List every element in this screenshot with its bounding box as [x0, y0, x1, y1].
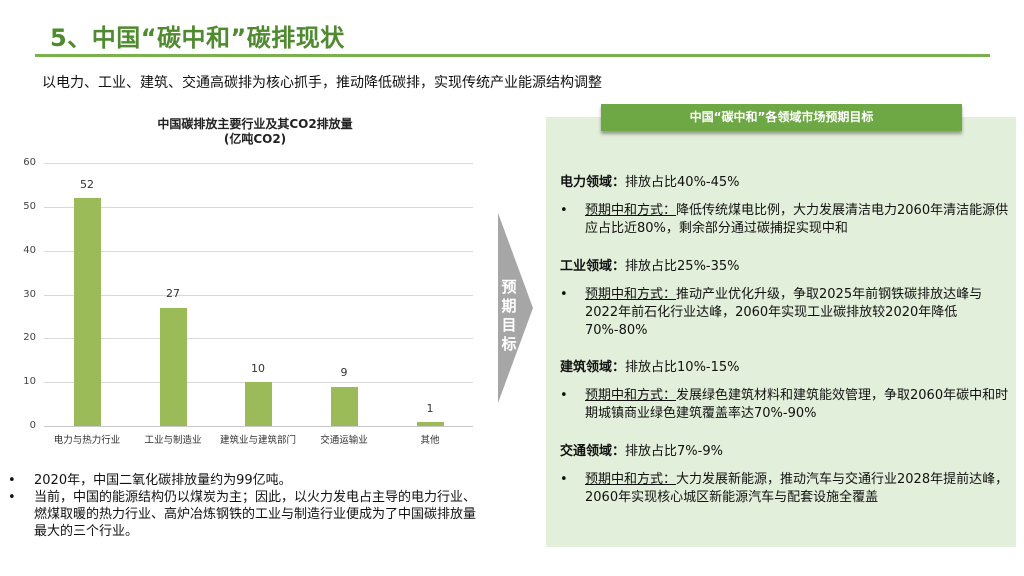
sector-heading: 交通领域：排放占比7%-9% [560, 443, 1010, 461]
sector-colon: ： [612, 444, 626, 459]
y-tick: 20 [23, 332, 36, 343]
bar-other [417, 422, 444, 426]
sector-colon: ： [612, 259, 626, 274]
arrow-char: 标 [501, 335, 517, 353]
bar-value-label: 27 [166, 287, 180, 300]
y-tick: 0 [29, 420, 36, 431]
bar-value-label: 1 [426, 402, 434, 415]
method-label: 预期中和方式： [585, 472, 677, 487]
arrow-char: 预 [501, 278, 517, 296]
y-tick: 10 [23, 376, 36, 387]
title-divider [35, 54, 990, 57]
sector-name: 建筑领域 [560, 360, 613, 375]
x-axis-line [44, 426, 473, 427]
bullet-icon: • [8, 490, 16, 505]
arrow-char: 目 [501, 316, 517, 334]
bullet-icon: • [560, 287, 568, 302]
notes-list: • 2020年，中国二氧化碳排放量约为99亿吨。 • 当前，中国的能源结构仍以煤… [8, 472, 488, 540]
sector-share: 排放占比25%-35% [625, 259, 740, 274]
bar-power-heat [74, 198, 101, 426]
sector-method: • 预期中和方式：降低传统煤电比例，大力发展清洁电力2060年清洁能源供应占比近8… [560, 202, 1010, 238]
method-text: 发展绿色建筑材料和建筑能效管理，争取2060年碳中和时期城镇商业绿色建筑覆盖率达… [585, 388, 1009, 421]
sector-building: 建筑领域：排放占比10%-15% • 预期中和方式：发展绿色建筑材料和建筑能效管理… [560, 359, 1010, 423]
sector-power: 电力领域：排放占比40%-45% • 预期中和方式：降低传统煤电比例，大力发展清洁… [560, 174, 1010, 238]
sector-transport: 交通领域：排放占比7%-9% • 预期中和方式：大力发展新能源，推动汽车与交通行业… [560, 443, 1010, 507]
bullet-icon: • [560, 472, 568, 487]
bar-industry [160, 308, 187, 426]
chevron-arrow-icon [498, 213, 533, 403]
gridline [44, 207, 473, 208]
note-item: • 当前，中国的能源结构仍以煤炭为主；因此，以火力发电占主导的电力行业、燃煤取暖… [8, 489, 488, 540]
method-text: 降低传统煤电比例，大力发展清洁电力2060年清洁能源供应占比近80%，剩余部分通… [585, 203, 1009, 236]
x-category-label: 工业与制造业 [144, 435, 202, 446]
sector-share: 排放占比40%-45% [625, 175, 740, 190]
gridline [44, 163, 473, 164]
x-category-label: 建筑业与建筑部门 [219, 435, 296, 446]
chart-title: 中国碳排放主要行业及其CO2排放量 (亿吨CO2) [100, 117, 410, 147]
note-item: • 2020年，中国二氧化碳排放量约为99亿吨。 [8, 472, 488, 489]
note-text: 当前，中国的能源结构仍以煤炭为主；因此，以火力发电占主导的电力行业、燃煤取暖的热… [34, 490, 477, 539]
bullet-icon: • [560, 388, 568, 403]
y-tick: 40 [23, 245, 36, 256]
sector-method: • 预期中和方式：发展绿色建筑材料和建筑能效管理，争取2060年碳中和时期城镇商业… [560, 387, 1010, 423]
bar-value-label: 10 [251, 362, 265, 375]
bar-transport [331, 387, 358, 426]
method-text: 推动产业优化升级，争取2025年前钢铁碳排放达峰与2022年前石化行业达峰，20… [585, 287, 983, 338]
sector-share: 排放占比7%-9% [625, 444, 723, 459]
sector-industry: 工业领域：排放占比25%-35% • 预期中和方式：推动产业优化升级，争取2025… [560, 258, 1010, 340]
gridline [44, 295, 473, 296]
panel-title: 中国“碳中和”各领域市场预期目标 [601, 104, 962, 131]
method-label: 预期中和方式： [585, 388, 677, 403]
page-title: 5、中国“碳中和”碳排现状 [50, 24, 345, 52]
sector-heading: 电力领域：排放占比40%-45% [560, 174, 1010, 192]
y-tick: 60 [23, 157, 36, 168]
page-subtitle: 以电力、工业、建筑、交通高碳排为核心抓手，推动降低碳排，实现传统产业能源结构调整 [42, 75, 602, 91]
bar-value-label: 52 [80, 178, 94, 191]
chart-title-main: 中国碳排放主要行业及其CO2排放量 [157, 117, 353, 131]
arrow-label: 预 期 目 标 [498, 278, 520, 354]
bar-value-label: 9 [340, 366, 348, 379]
method-text: 大力发展新能源，推动汽车与交通行业2028年提前达峰，2060年实现核心城区新能… [585, 472, 1009, 505]
sector-method: • 预期中和方式：推动产业优化升级，争取2025年前钢铁碳排放达峰与2022年前石… [560, 286, 1010, 340]
note-text: 2020年，中国二氧化碳排放量约为99亿吨。 [34, 473, 292, 488]
y-tick: 50 [23, 201, 36, 212]
gridline [44, 338, 473, 339]
gridline [44, 251, 473, 252]
sector-name: 工业领域 [560, 259, 613, 274]
bullet-icon: • [8, 473, 16, 488]
sector-heading: 建筑领域：排放占比10%-15% [560, 359, 1010, 377]
sector-share: 排放占比10%-15% [625, 360, 740, 375]
bar-building [245, 382, 272, 426]
chart-title-unit: (亿吨CO2) [223, 132, 287, 146]
sector-colon: ： [612, 175, 626, 190]
method-label: 预期中和方式： [585, 287, 677, 302]
x-category-label: 电力与热力行业 [53, 435, 121, 446]
targets-panel [546, 117, 1016, 547]
bullet-icon: • [560, 203, 568, 218]
x-category-label: 其他 [420, 435, 440, 446]
x-category-label: 交通运输业 [320, 435, 368, 446]
arrow-char: 期 [501, 297, 517, 315]
method-label: 预期中和方式： [585, 203, 677, 218]
sector-heading: 工业领域：排放占比25%-35% [560, 258, 1010, 276]
sector-name: 交通领域 [560, 444, 613, 459]
sector-colon: ： [612, 360, 626, 375]
y-tick: 30 [23, 289, 36, 300]
sector-method: • 预期中和方式：大力发展新能源，推动汽车与交通行业2028年提前达峰，2060年… [560, 471, 1010, 507]
sector-name: 电力领域 [560, 175, 613, 190]
